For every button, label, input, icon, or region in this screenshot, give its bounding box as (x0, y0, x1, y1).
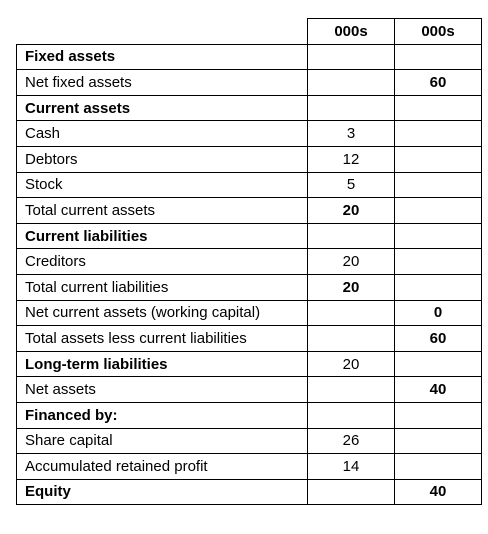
row-value-col1: 14 (307, 453, 395, 480)
row-value-col2: 40 (394, 478, 482, 506)
row-value-col2 (394, 222, 482, 250)
row-label: Stock (16, 171, 308, 199)
row-value-col2 (394, 248, 482, 275)
table-row: Share capital 26 (16, 427, 482, 455)
row-value-col2 (394, 427, 482, 455)
table-row: Accumulated retained profit 14 (16, 453, 482, 480)
row-label: Total assets less current liabilities (16, 325, 308, 352)
row-value-col2: 60 (394, 325, 482, 352)
row-value-col1 (307, 94, 395, 122)
balance-sheet-body: 000s 000s Fixed assets Net fixed assets 60… (16, 18, 482, 506)
row-label: Current assets (16, 94, 308, 122)
row-value-col1 (307, 222, 395, 250)
row-value-col1: 12 (307, 145, 395, 173)
row-label: Net assets (16, 376, 308, 403)
header-col1: 000s (307, 18, 395, 45)
table-row: Cash 3 (16, 120, 482, 147)
row-label: Total current liabilities (16, 273, 308, 301)
row-value-col1: 20 (307, 197, 395, 224)
table-row: Creditors 20 (16, 248, 482, 275)
row-value-col1 (307, 478, 395, 506)
row-value-col2: 60 (394, 69, 482, 96)
header-col2: 000s (394, 18, 482, 45)
balance-sheet-table: 000s 000s Fixed assets Net fixed assets 60… (16, 18, 482, 506)
row-label: Creditors (16, 248, 308, 275)
row-value-col2 (394, 43, 482, 71)
row-value-col1: 26 (307, 427, 395, 455)
row-value-col1: 20 (307, 273, 395, 301)
row-label: Current liabilities (16, 222, 308, 250)
table-row: Net assets 40 (16, 376, 482, 403)
row-value-col2 (394, 401, 482, 429)
row-label: Net fixed assets (16, 69, 308, 96)
row-value-col1 (307, 325, 395, 352)
table-row: Financed by: (16, 401, 482, 429)
header-row: 000s 000s (16, 18, 482, 45)
row-value-col2 (394, 273, 482, 301)
table-row: Debtors 12 (16, 145, 482, 173)
row-label: Financed by: (16, 401, 308, 429)
row-value-col2 (394, 120, 482, 147)
row-value-col2: 40 (394, 376, 482, 403)
row-value-col2 (394, 197, 482, 224)
row-value-col1: 20 (307, 248, 395, 275)
row-label: Fixed assets (16, 43, 308, 71)
row-value-col2: 0 (394, 299, 482, 327)
row-value-col1: 20 (307, 350, 395, 378)
row-value-col1 (307, 69, 395, 96)
row-label: Accumulated retained profit (16, 453, 308, 480)
row-value-col2 (394, 94, 482, 122)
row-value-col1: 3 (307, 120, 395, 147)
table-row: Net fixed assets 60 (16, 69, 482, 96)
table-row: Equity 40 (16, 478, 482, 506)
row-label: Debtors (16, 145, 308, 173)
row-label: Share capital (16, 427, 308, 455)
table-row: Stock 5 (16, 171, 482, 199)
table-row: Net current assets (working capital) 0 (16, 299, 482, 327)
table-row: Total assets less current liabilities 60 (16, 325, 482, 352)
row-label: Equity (16, 478, 308, 506)
table-row: Long-term liabilities 20 (16, 350, 482, 378)
row-value-col1: 5 (307, 171, 395, 199)
row-value-col1 (307, 401, 395, 429)
row-value-col2 (394, 350, 482, 378)
table-row: Current assets (16, 94, 482, 122)
table-row: Fixed assets (16, 43, 482, 71)
row-value-col1 (307, 43, 395, 71)
table-row: Total current assets 20 (16, 197, 482, 224)
row-label: Net current assets (working capital) (16, 299, 308, 327)
row-value-col2 (394, 145, 482, 173)
row-value-col2 (394, 171, 482, 199)
table-row: Total current liabilities 20 (16, 273, 482, 301)
row-value-col1 (307, 376, 395, 403)
row-label: Long-term liabilities (16, 350, 308, 378)
table-row: Current liabilities (16, 222, 482, 250)
header-blank-cell (16, 18, 308, 45)
row-label: Cash (16, 120, 308, 147)
row-value-col2 (394, 453, 482, 480)
row-label: Total current assets (16, 197, 308, 224)
row-value-col1 (307, 299, 395, 327)
